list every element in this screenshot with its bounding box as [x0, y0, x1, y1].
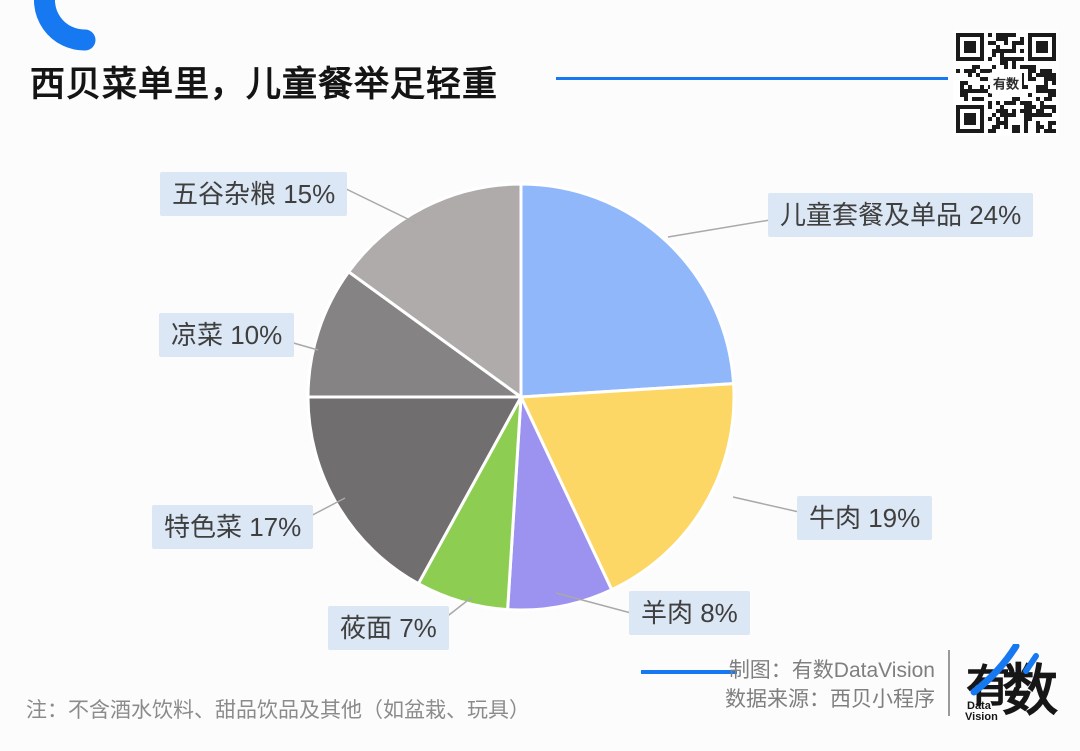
youshu-datavision-logo: 有 数 Data Vision [960, 644, 1072, 730]
pie-slice-6 [347, 182, 523, 399]
logo-sub-vision: Vision [965, 711, 998, 723]
qr-pattern-icon [956, 33, 1056, 133]
pie-slice-1 [519, 382, 736, 592]
leader-line-lamb [555, 592, 632, 614]
callout-label-beef: 牛肉 19% [797, 496, 933, 540]
callout-label-lamb: 羊肉 8% [629, 591, 750, 635]
callout-label-oat-noodle: 莜面 7% [328, 606, 449, 650]
pie-slice-5 [306, 270, 523, 399]
logo-sub-data: Data [967, 700, 991, 712]
credit-blue-rule [641, 670, 737, 674]
title-underline-rule [556, 77, 948, 80]
credit-data-source: 数据来源：西贝小程序 [725, 687, 935, 711]
credit-divider-line [948, 650, 950, 716]
logo-char-you: 有 [966, 662, 1010, 711]
leader-line-beef [732, 496, 800, 513]
qr-code: 有数 [953, 30, 1059, 136]
qr-center-logo-label: 有数 [989, 72, 1023, 94]
pie-slice-0 [519, 182, 736, 399]
credits-block: 制图：有数DataVision 数据来源：西贝小程序 [600, 657, 935, 715]
callout-label-cold-dish: 凉菜 10% [159, 313, 295, 357]
leader-line-grains [337, 184, 417, 224]
pie-slices-group [306, 182, 736, 612]
pie-slice-2 [506, 395, 614, 612]
callout-label-children-set: 儿童套餐及单品 24% [768, 193, 1034, 237]
leader-line-children-set [667, 219, 771, 238]
callout-label-specialty: 特色菜 17% [152, 505, 314, 549]
page-title: 西贝菜单里，儿童餐举足轻重 [30, 65, 499, 104]
callout-label-grains: 五谷杂粮 15% [160, 172, 348, 216]
footnote: 注：不含酒水饮料、甜品饮品及其他（如盆栽、玩具） [26, 699, 530, 722]
credit-made-by: 制图：有数DataVision [728, 659, 935, 682]
pie-slice-4 [306, 395, 523, 586]
corner-arc-decoration [33, 0, 96, 51]
logo-blue-brush-icon [970, 644, 1039, 696]
